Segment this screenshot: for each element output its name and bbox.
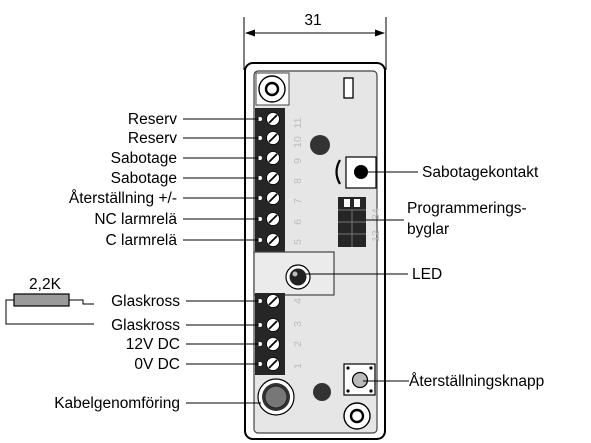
label-sabotage-1: Sabotage [111, 150, 177, 167]
terminal-screw [258, 191, 280, 205]
terminal-screw [258, 337, 280, 351]
terminal-number: 9 [292, 158, 304, 164]
label-12v-dc: 12V DC [126, 336, 180, 353]
label-led: LED [412, 266, 442, 283]
terminal-number: 3 [292, 321, 304, 327]
label-reserv-2: Reserv [128, 130, 177, 147]
terminal-screw [258, 131, 280, 145]
programming-jumpers [338, 197, 366, 247]
terminal-screw [258, 318, 280, 332]
terminal-screw [258, 357, 280, 371]
label-cable-entry: Kabelgenomföring [54, 395, 180, 412]
tamper-switch [335, 156, 377, 189]
terminal-screw [258, 233, 280, 247]
terminal-number: 7 [292, 198, 304, 204]
label-glass-break-1: Glaskross [111, 293, 180, 310]
terminal-block-upper [255, 108, 285, 252]
label-0v-dc: 0V DC [134, 356, 180, 373]
resistor-2-2k: 2,2K [5, 276, 94, 325]
terminal-number: 10 [292, 136, 304, 148]
label-tamper-switch: Sabotagekontakt [422, 164, 539, 181]
terminal-number: 5 [292, 239, 304, 245]
label-programming-jumpers-2: byglar [407, 221, 449, 238]
label-nc-relay: NC larmrelä [94, 211, 177, 228]
terminal-screw [258, 171, 280, 185]
dimension-value: 31 [304, 12, 321, 29]
board-slot [343, 77, 354, 99]
terminal-number: 8 [292, 178, 304, 184]
mounting-screw-top [255, 72, 290, 106]
label-reset-input: Återställning +/- [69, 190, 177, 207]
label-sabotage-2: Sabotage [111, 170, 177, 187]
resistor-value: 2,2K [29, 276, 62, 293]
terminal-number: 6 [292, 219, 304, 225]
label-programming-jumpers-1: Programmerings- [407, 200, 527, 217]
mounting-screw-bottom [343, 402, 371, 430]
jumper-number: 12 [370, 230, 382, 242]
dimension-31: 31 [243, 12, 387, 70]
cable-entry [257, 378, 295, 416]
board-hole [313, 383, 331, 401]
left-labels: Reserv Reserv Sabotage Sabotage Återstäl… [54, 111, 261, 412]
terminal-block-lower [255, 293, 285, 375]
jumper-number: 34 [370, 208, 382, 220]
label-c-relay: C larmrelä [106, 232, 178, 249]
terminal-number: 2 [292, 341, 304, 347]
board-hole [310, 135, 330, 155]
terminal-screw [258, 212, 280, 226]
terminal-number: 4 [292, 298, 304, 304]
terminal-number: 1 [292, 363, 304, 369]
label-glass-break-2: Glaskross [111, 317, 180, 334]
terminal-screw [258, 151, 280, 165]
label-reset-button: Återställningsknapp [409, 373, 544, 390]
terminal-screw [258, 112, 280, 126]
terminal-screw [258, 294, 280, 308]
terminal-number: 11 [292, 117, 304, 128]
label-reserv-1: Reserv [128, 111, 177, 128]
right-labels: Sabotagekontakt Programmerings- byglar L… [306, 164, 544, 390]
reset-button [343, 363, 376, 396]
